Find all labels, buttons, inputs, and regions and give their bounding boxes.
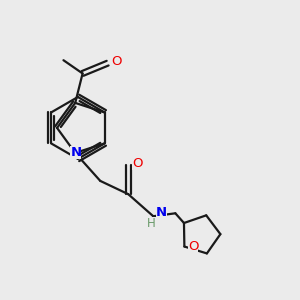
- Text: O: O: [132, 157, 142, 170]
- Text: O: O: [111, 55, 122, 68]
- Text: N: N: [156, 206, 167, 219]
- Text: O: O: [188, 240, 198, 253]
- Text: N: N: [70, 146, 81, 159]
- Text: H: H: [147, 217, 155, 230]
